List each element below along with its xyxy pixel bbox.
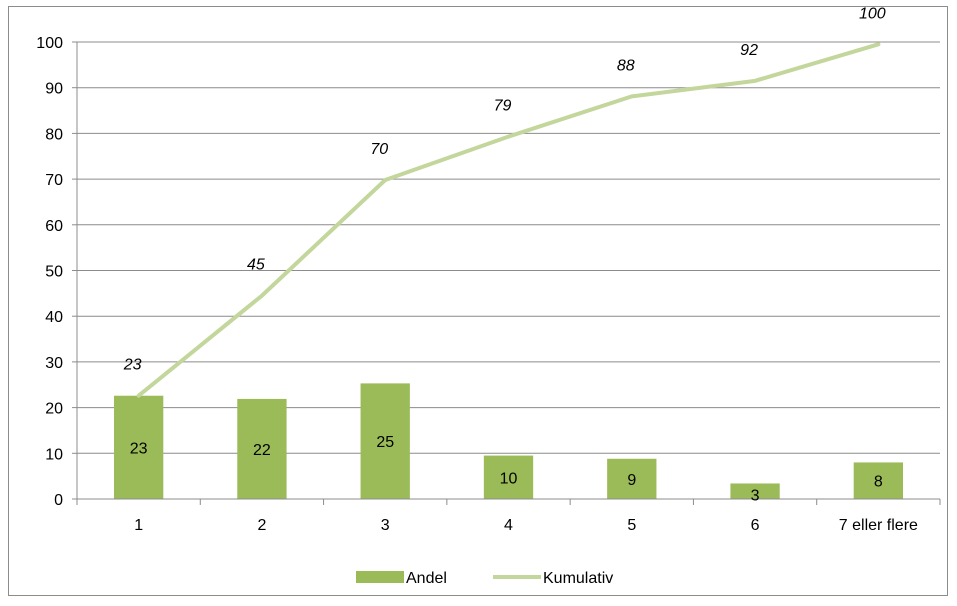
bar-value-label: 10 [500, 470, 518, 487]
line-value-label: 70 [370, 141, 388, 158]
x-tick-label: 3 [381, 517, 390, 534]
x-tick-label: 2 [257, 517, 266, 534]
line-value-label: 92 [740, 42, 758, 59]
line-value-label: 100 [859, 5, 886, 22]
x-tick-label: 1 [134, 517, 143, 534]
legend-swatch-andel [356, 571, 404, 583]
y-tick-label: 10 [45, 446, 63, 463]
bar [483, 455, 534, 499]
y-tick-label: 80 [45, 126, 63, 143]
line-value-label: 79 [494, 98, 512, 115]
legend: Andel Kumulativ [356, 570, 613, 587]
x-tick-label: 7 eller flere [839, 517, 918, 534]
bar [730, 483, 780, 499]
data-labels: 23 22 25 10 9 3 8 23 45 70 79 88 92 100 [123, 5, 886, 504]
bar-series [113, 383, 904, 499]
chart-frame [8, 6, 948, 596]
legend-label-andel: Andel [406, 570, 447, 587]
bar-value-label: 3 [751, 487, 760, 504]
y-tick-label: 90 [45, 81, 63, 98]
bar [360, 383, 410, 499]
line-series [136, 42, 881, 398]
x-tick-label: 6 [751, 517, 760, 534]
y-tick-label: 100 [36, 35, 63, 52]
bar [853, 462, 904, 499]
y-tick-label: 40 [45, 309, 63, 326]
series-line-kumulativ [136, 42, 881, 398]
bar-value-label: 9 [627, 472, 636, 489]
y-tick-label: 30 [45, 355, 63, 372]
x-tick-label: 4 [504, 517, 513, 534]
bar [237, 398, 287, 499]
legend-label-kumulativ: Kumulativ [543, 570, 613, 587]
bar-value-label: 22 [253, 442, 271, 459]
gridlines [77, 41, 940, 454]
bar [607, 458, 657, 499]
x-tick-label: 5 [627, 517, 636, 534]
y-tick-label: 70 [45, 172, 63, 189]
bar-value-label: 8 [874, 474, 883, 491]
y-tick-label: 20 [45, 401, 63, 418]
y-tick-label: 60 [45, 218, 63, 235]
line-value-label: 23 [123, 357, 142, 374]
line-value-label: 45 [247, 257, 265, 274]
line-value-label: 88 [617, 57, 635, 74]
bar-value-label: 25 [376, 434, 394, 451]
bar [113, 395, 164, 499]
y-tick-label: 50 [45, 264, 63, 281]
y-tick-label: 0 [54, 492, 63, 509]
bar-value-label: 23 [130, 440, 148, 457]
